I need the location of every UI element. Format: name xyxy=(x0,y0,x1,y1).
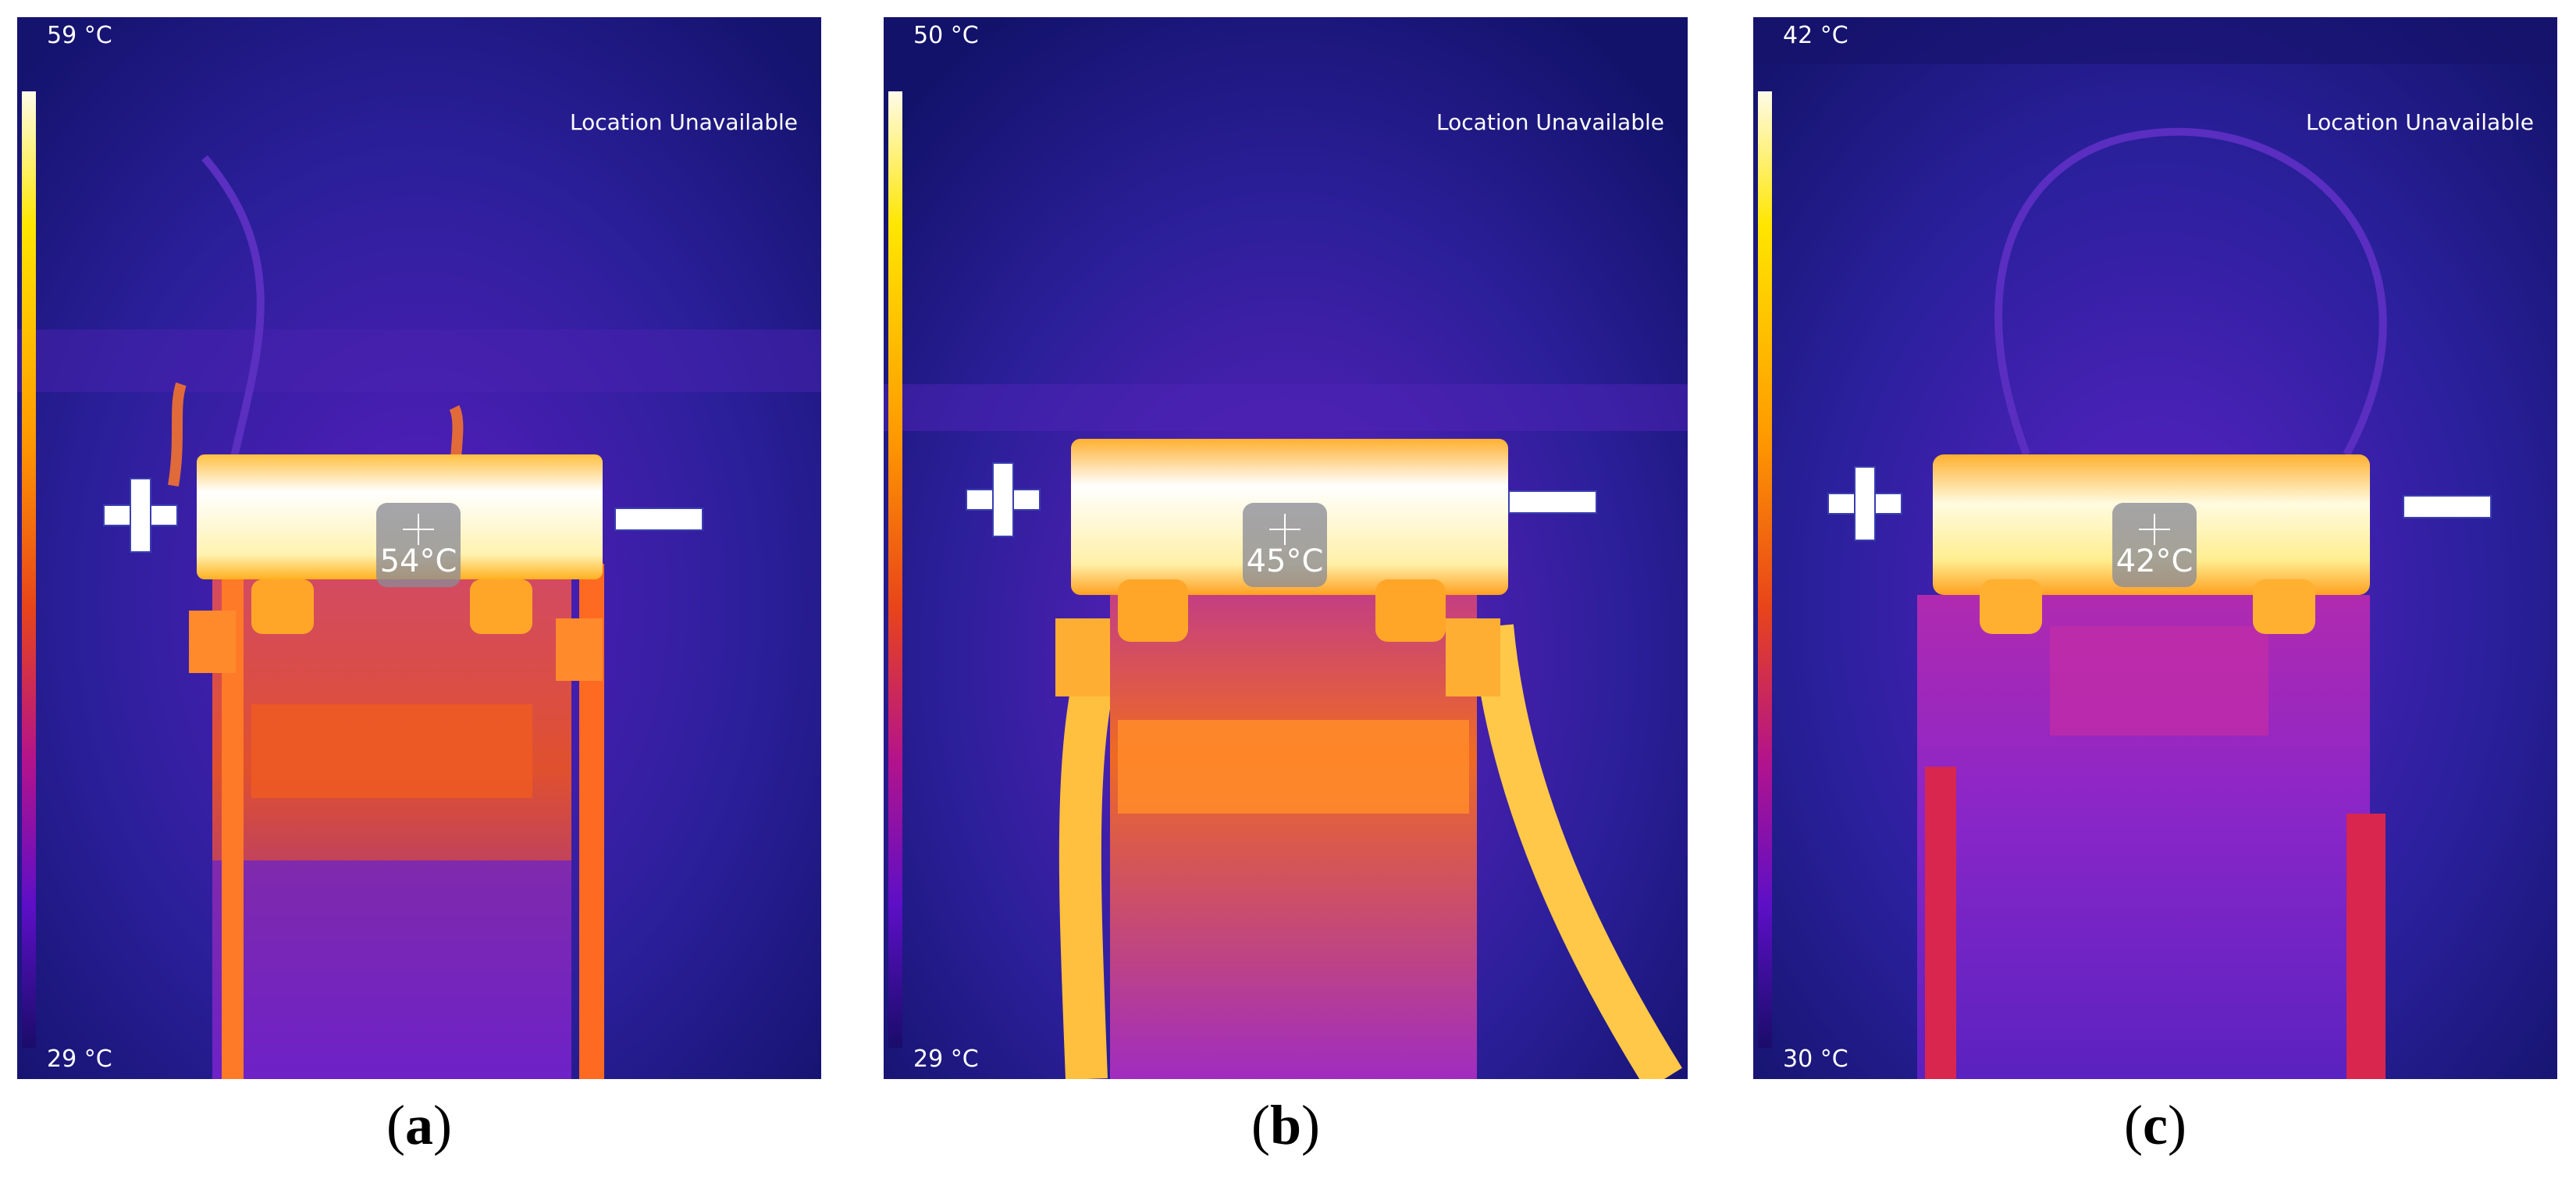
plus-terminal-icon xyxy=(103,478,178,553)
caption-c: (c) xyxy=(2124,1094,2186,1156)
spot-temperature: 54°C xyxy=(379,543,457,579)
thermal-scene-c xyxy=(1753,17,2557,1079)
scale-max-label: 59 °C xyxy=(47,22,112,49)
color-scale-bar xyxy=(888,91,902,1048)
plus-terminal-icon xyxy=(966,462,1041,537)
scale-max-label: 50 °C xyxy=(913,22,979,49)
thermal-image-c: 42 °C 30 °C Location Unavailable 42°C xyxy=(1753,17,2557,1079)
location-label: Location Unavailable xyxy=(1436,109,1664,135)
color-scale-bar xyxy=(22,91,36,1048)
color-scale-bar xyxy=(1758,91,1772,1048)
scale-min-label: 29 °C xyxy=(47,1045,112,1073)
thermal-image-a: 59 °C 29 °C Location Unavailable 54°C xyxy=(17,17,821,1079)
thermal-image-b: 50 °C 29 °C Location Unavailable 45°C xyxy=(884,17,1688,1079)
plus-terminal-icon xyxy=(1827,466,1902,541)
minus-terminal-icon xyxy=(2403,495,2492,518)
crosshair-icon xyxy=(403,514,434,545)
spot-meter: 45°C xyxy=(1243,503,1327,587)
spot-temperature: 42°C xyxy=(2115,543,2194,579)
thermal-panel-c: 42 °C 30 °C Location Unavailable 42°C (c… xyxy=(1753,0,2573,1179)
caption-a: (a) xyxy=(386,1094,452,1156)
location-label: Location Unavailable xyxy=(2306,109,2534,135)
scale-min-label: 30 °C xyxy=(1783,1045,1848,1073)
location-label: Location Unavailable xyxy=(570,109,798,135)
thermal-panel-a: 59 °C 29 °C Location Unavailable 54°C (a… xyxy=(17,0,837,1179)
spot-meter: 54°C xyxy=(376,503,461,587)
minus-terminal-icon xyxy=(614,508,703,531)
caption-b: (b) xyxy=(1251,1094,1320,1156)
thermal-scene-a xyxy=(17,17,821,1079)
scale-min-label: 29 °C xyxy=(913,1045,979,1073)
crosshair-icon xyxy=(1269,514,1300,545)
minus-terminal-icon xyxy=(1508,490,1597,514)
spot-temperature: 45°C xyxy=(1246,543,1324,579)
thermal-panel-b: 50 °C 29 °C Location Unavailable 45°C (b… xyxy=(884,0,1703,1179)
crosshair-icon xyxy=(2139,514,2170,545)
spot-meter: 42°C xyxy=(2112,503,2197,587)
scale-max-label: 42 °C xyxy=(1783,22,1848,49)
